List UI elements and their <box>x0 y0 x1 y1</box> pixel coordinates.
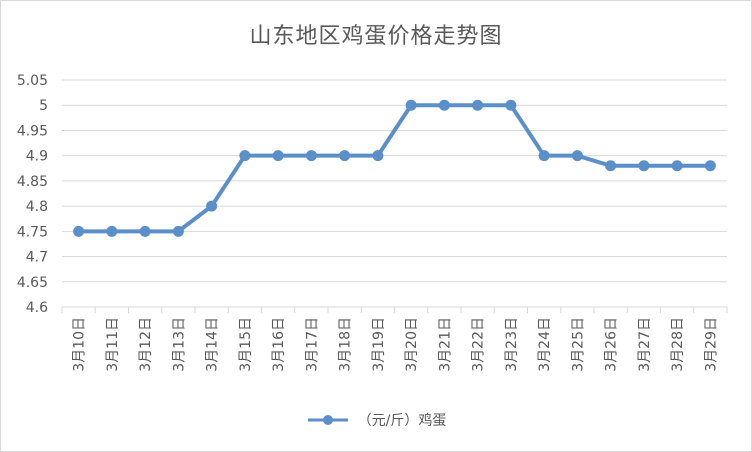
x-tick-label: 3月19日 <box>371 317 387 372</box>
x-tick-label: 3月28日 <box>670 317 686 372</box>
x-tick-label: 3月13日 <box>171 317 187 372</box>
data-point <box>671 160 683 172</box>
data-point <box>704 160 716 172</box>
x-tick-label: 3月18日 <box>338 317 354 372</box>
data-point <box>139 225 151 237</box>
series-line <box>78 103 711 234</box>
x-tick-label: 3月24日 <box>537 317 553 372</box>
y-tick-label: 4.75 <box>17 224 48 240</box>
x-tick-label: 3月16日 <box>271 317 287 372</box>
x-tick-label: 3月17日 <box>304 317 320 372</box>
x-tick-label: 3月22日 <box>471 317 487 372</box>
data-point <box>339 150 351 162</box>
data-point <box>505 99 517 111</box>
y-tick-label: 5 <box>39 98 48 114</box>
y-tick-label: 4.9 <box>26 149 48 165</box>
data-point <box>638 160 650 172</box>
data-point <box>438 99 450 111</box>
data-point <box>538 150 550 162</box>
x-tick-label: 3月26日 <box>604 317 620 372</box>
y-tick-label: 4.85 <box>17 174 48 190</box>
legend-swatch-icon <box>307 415 348 425</box>
data-point <box>472 99 484 111</box>
y-axis: 5.05 5 4.95 4.9 4.85 4.8 4.75 4.7 4.65 4.6 <box>17 73 48 316</box>
legend: （元/斤）鸡蛋 <box>0 410 752 430</box>
x-tick-label: 3月20日 <box>404 317 420 372</box>
y-tick-label: 4.8 <box>26 199 48 215</box>
x-tick-label: 3月23日 <box>504 317 520 372</box>
y-tick-label: 4.65 <box>17 275 48 291</box>
data-point <box>272 150 284 162</box>
x-tick-label: 3月29日 <box>703 317 719 372</box>
x-tick-label: 3月21日 <box>437 317 453 372</box>
data-point <box>73 225 85 237</box>
x-tick-label: 3月10日 <box>72 317 88 372</box>
chart-title: 山东地区鸡蛋价格走势图 <box>249 24 503 49</box>
x-axis: 3月10日 3月11日 3月12日 3月13日 3月14日 3月15日 3月16日 3月17日… <box>61 307 728 372</box>
data-point <box>605 160 617 172</box>
data-point <box>372 150 384 162</box>
x-tick-label: 3月11日 <box>105 317 121 372</box>
data-point <box>239 150 251 162</box>
data-point <box>206 200 218 212</box>
series-egg <box>73 99 716 237</box>
x-tick-label: 3月27日 <box>637 317 653 372</box>
x-tick-label: 3月14日 <box>205 317 221 372</box>
y-tick-label: 4.95 <box>17 123 48 139</box>
gridlines <box>62 79 727 308</box>
legend-label: （元/斤）鸡蛋 <box>357 413 447 429</box>
x-tick-label: 3月25日 <box>570 317 586 372</box>
x-tick-label: 3月15日 <box>238 317 254 372</box>
data-point <box>106 225 118 237</box>
data-point <box>571 150 583 162</box>
x-tick-label: 3月12日 <box>138 317 154 372</box>
y-tick-label: 4.6 <box>26 300 48 316</box>
y-tick-label: 4.7 <box>26 250 48 266</box>
data-point <box>305 150 317 162</box>
data-point <box>172 225 184 237</box>
y-tick-label: 5.05 <box>17 73 48 89</box>
data-point <box>405 99 417 111</box>
